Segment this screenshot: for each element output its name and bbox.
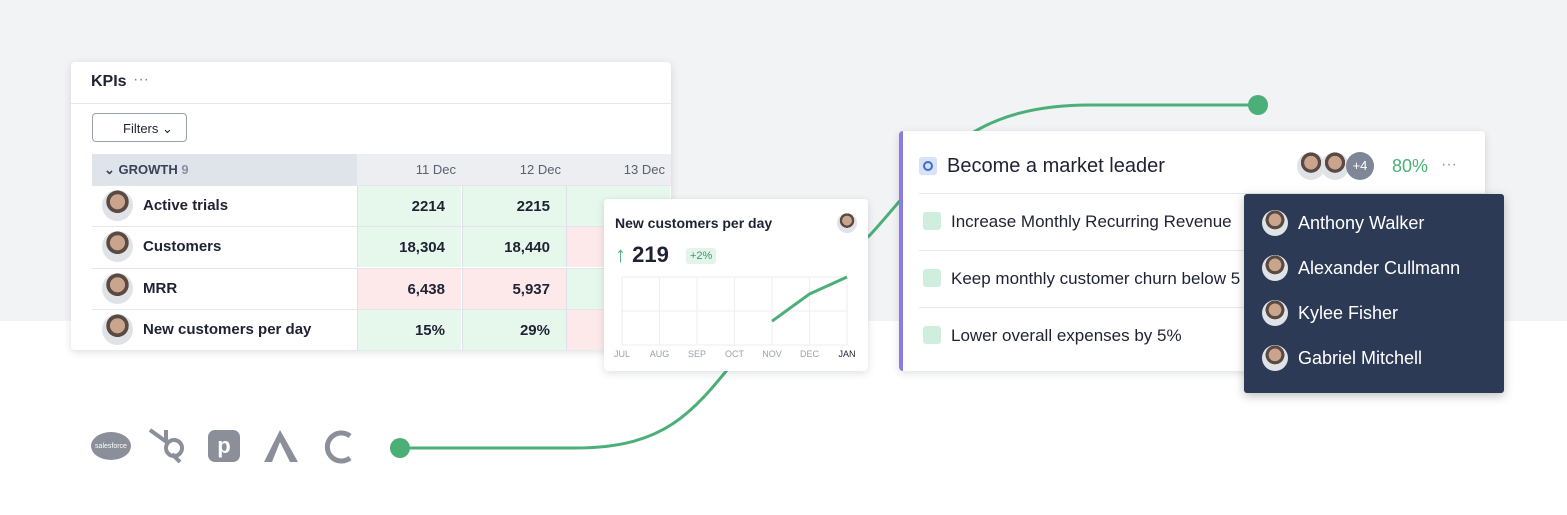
column-header: 11 Dec	[415, 162, 456, 177]
group-name: GROWTH	[118, 162, 178, 177]
member-name: Gabriel Mitchell	[1298, 348, 1423, 368]
row-divider	[92, 185, 671, 226]
x-tick-label: SEP	[688, 349, 706, 359]
row-avatar	[102, 190, 133, 221]
row-divider	[92, 308, 671, 350]
column-header: 13 Dec	[623, 162, 665, 177]
menu-item[interactable]: Anthony Walker	[1262, 210, 1498, 236]
key-result-text: Keep monthly customer churn below 5	[951, 269, 1241, 288]
salesforce-logo: salesforce	[95, 443, 127, 450]
divider	[919, 193, 1485, 194]
x-tick-label: AUG	[650, 349, 670, 359]
menu-item[interactable]: Gabriel Mitchell	[1262, 345, 1498, 371]
x-tick-label: NOV	[762, 349, 782, 359]
kpi-title: KPIs	[91, 73, 127, 90]
goal-progress: 80%	[1392, 156, 1429, 176]
row-name: MRR	[143, 279, 178, 297]
menu-item[interactable]: Kylee Fisher	[1262, 300, 1498, 326]
x-tick-label: JAN	[838, 349, 855, 359]
member-name: Anthony Walker	[1298, 213, 1425, 233]
menu-item[interactable]: Alexander Cullmann	[1262, 255, 1498, 281]
cell: 15%	[357, 309, 461, 350]
cell: 2215	[462, 186, 566, 226]
column-header: 12 Dec	[519, 162, 561, 177]
row-avatar	[102, 272, 133, 304]
cell: 29%	[462, 309, 566, 350]
key-result: Keep monthly customer churn below 5	[923, 269, 1240, 289]
x-tick-label: OCT	[725, 349, 745, 359]
key-result-text: Increase Monthly Recurring Revenue	[951, 212, 1232, 231]
metric-value: 219	[632, 242, 669, 267]
row-name: Customers	[143, 238, 222, 256]
key-result: Lower overall expenses by 5%	[923, 326, 1182, 346]
x-tick-label: DEC	[800, 349, 820, 359]
member-avatar	[1262, 210, 1288, 236]
key-result-text: Lower overall expenses by 5%	[951, 326, 1182, 345]
metric-title: New customers per day	[615, 215, 773, 231]
key-result: Increase Monthly Recurring Revenue	[923, 212, 1232, 232]
filters-label: Filters	[123, 121, 159, 136]
cell: 2214	[357, 186, 461, 226]
member-avatar	[1262, 300, 1288, 326]
divider	[919, 250, 1485, 251]
filters-button[interactable]: Filters ⌄	[92, 113, 187, 142]
cell: 5,937	[462, 268, 566, 309]
svg-text:p: p	[217, 433, 230, 458]
metric-change: +2%	[686, 248, 717, 264]
cell: 18,440	[462, 227, 566, 268]
row-divider	[92, 226, 671, 267]
extra-members[interactable]: +4	[1346, 152, 1374, 180]
kpi-card: KPIs ··· Filters ⌄ ⌄ GROWTH 9 11 Dec 12 D…	[71, 62, 671, 350]
mini-chart: JUL AUG SEP OCT NOV DEC JAN	[614, 275, 856, 359]
cell: 18,304	[357, 227, 461, 268]
member-name: Kylee Fisher	[1298, 303, 1399, 323]
cell: 6,438	[357, 268, 461, 309]
goal-title: Become a market leader	[947, 155, 1165, 177]
member-avatar	[1262, 255, 1288, 281]
row-name: Active trials	[143, 197, 229, 214]
x-tick-label: JUL	[614, 349, 630, 359]
row-divider	[92, 267, 671, 309]
row-name: New customers per day	[143, 320, 312, 338]
row-avatar	[102, 231, 133, 263]
group-count: 9	[181, 162, 189, 177]
row-avatar	[102, 313, 133, 345]
member-name: Alexander Cullmann	[1298, 258, 1461, 278]
metric-card: New customers per day ↑ 219 +2% JUL AUG SE…	[604, 199, 868, 371]
member-avatar	[1262, 345, 1288, 371]
line	[771, 275, 848, 323]
divider	[919, 307, 1485, 308]
members-menu: Anthony Walker Alexander Cullmann Kylee Fi…	[1244, 194, 1504, 393]
